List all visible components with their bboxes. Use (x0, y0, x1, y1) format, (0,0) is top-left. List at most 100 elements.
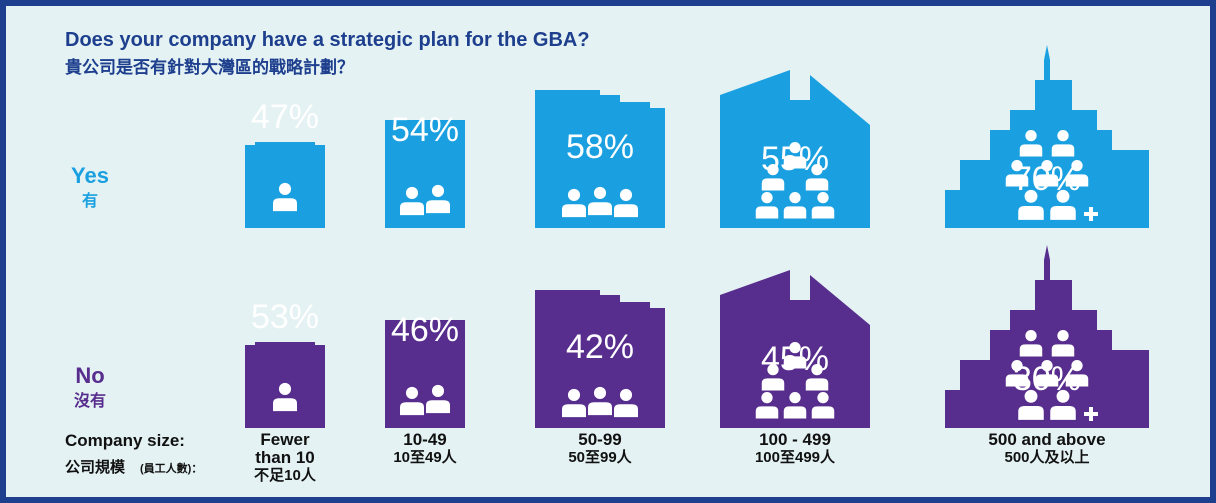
person-head (759, 390, 775, 405)
person-body (1016, 404, 1046, 422)
category-en: 500 and above (988, 430, 1106, 449)
person-body (782, 354, 808, 370)
category-label: Fewer than 10 不足10人 (248, 431, 322, 485)
category-en: 100 - 499 (759, 430, 831, 449)
building (720, 70, 870, 228)
person-body (1064, 172, 1090, 188)
category-en: 10-49 (403, 430, 447, 449)
person-head (1039, 358, 1055, 373)
person-body (586, 400, 614, 417)
person-head (759, 190, 775, 205)
person-head (277, 181, 293, 197)
person-body (560, 402, 588, 419)
category-label: 100 - 499 100至499人 (715, 431, 875, 467)
person-body (754, 204, 780, 220)
person-head (1055, 328, 1071, 343)
person-head (787, 390, 803, 405)
value-label: 46% (391, 311, 459, 349)
building (385, 320, 465, 428)
subtitle: 貴公司是否有針對大灣區的戰略計劃？ (65, 57, 354, 77)
person-head (1023, 128, 1039, 143)
series-name: Yes (71, 163, 109, 188)
building (720, 270, 870, 428)
person-head (566, 387, 582, 403)
series-name-zh: 沒有 (74, 391, 106, 410)
person-body (760, 376, 786, 392)
person-body (810, 204, 836, 220)
person-body (271, 196, 299, 213)
person-head (815, 390, 831, 405)
person-head (787, 140, 803, 155)
person-head (765, 362, 781, 377)
building-shape (945, 45, 1149, 228)
building (945, 45, 1149, 228)
value-label: 30% (1013, 360, 1081, 398)
building-shape (945, 245, 1149, 428)
person-head (404, 185, 420, 201)
person-body (424, 198, 452, 215)
value-label: 55% (761, 140, 829, 178)
person-body (1050, 342, 1076, 358)
person-body (782, 204, 808, 220)
person-body (804, 176, 830, 192)
value-label: 47% (251, 98, 319, 136)
value-label: 70% (1013, 160, 1081, 198)
person-head (765, 162, 781, 177)
person-body (424, 398, 452, 415)
person-body (760, 176, 786, 192)
category-label: 500 and above 500人及以上 (967, 431, 1127, 467)
person-head (592, 185, 608, 201)
person-body (782, 404, 808, 420)
category-label: 50-99 50至99人 (520, 431, 680, 467)
x-label-zh-note: (員工人數)： (140, 461, 202, 475)
person-body (612, 202, 640, 219)
x-label-zh: 公司規模 (65, 458, 126, 476)
person-body (398, 400, 426, 417)
category-label: 10-49 10至49人 (345, 431, 505, 467)
value-label: 54% (391, 111, 459, 149)
person-body (1048, 404, 1078, 422)
person-head (1055, 388, 1071, 405)
series-name: No (75, 363, 104, 388)
person-head (1039, 158, 1055, 173)
person-head (404, 385, 420, 401)
value-label: 42% (566, 328, 634, 366)
person-head (809, 362, 825, 377)
person-head (618, 187, 634, 203)
plus-icon (1084, 407, 1098, 421)
person-head (787, 340, 803, 355)
person-body (1048, 204, 1078, 222)
person-body (1064, 372, 1090, 388)
value-label: 53% (251, 298, 319, 336)
person-head (1023, 328, 1039, 343)
person-head (1009, 158, 1025, 173)
person-head (1023, 188, 1039, 205)
person-head (566, 187, 582, 203)
person-head (430, 383, 446, 399)
value-label: 58% (566, 128, 634, 166)
person-body (1004, 372, 1030, 388)
value-label: 45% (761, 340, 829, 378)
person-body (1016, 204, 1046, 222)
person-head (815, 190, 831, 205)
category-zh: 50至99人 (568, 449, 632, 466)
category-zh: 500人及以上 (1004, 449, 1090, 466)
person-body (398, 200, 426, 217)
category-en: 50-99 (578, 430, 622, 449)
person-body (560, 202, 588, 219)
person-body (1034, 172, 1060, 188)
person-head (1069, 358, 1085, 373)
person-body (1050, 142, 1076, 158)
person-head (277, 381, 293, 397)
building (535, 290, 665, 428)
person-body (612, 402, 640, 419)
person-body (804, 376, 830, 392)
person-body (1034, 372, 1060, 388)
person-head (1069, 158, 1085, 173)
person-body (782, 154, 808, 170)
person-head (809, 162, 825, 177)
person-head (592, 385, 608, 401)
person-body (271, 396, 299, 413)
plus-icon (1084, 207, 1098, 221)
person-body (1004, 172, 1030, 188)
